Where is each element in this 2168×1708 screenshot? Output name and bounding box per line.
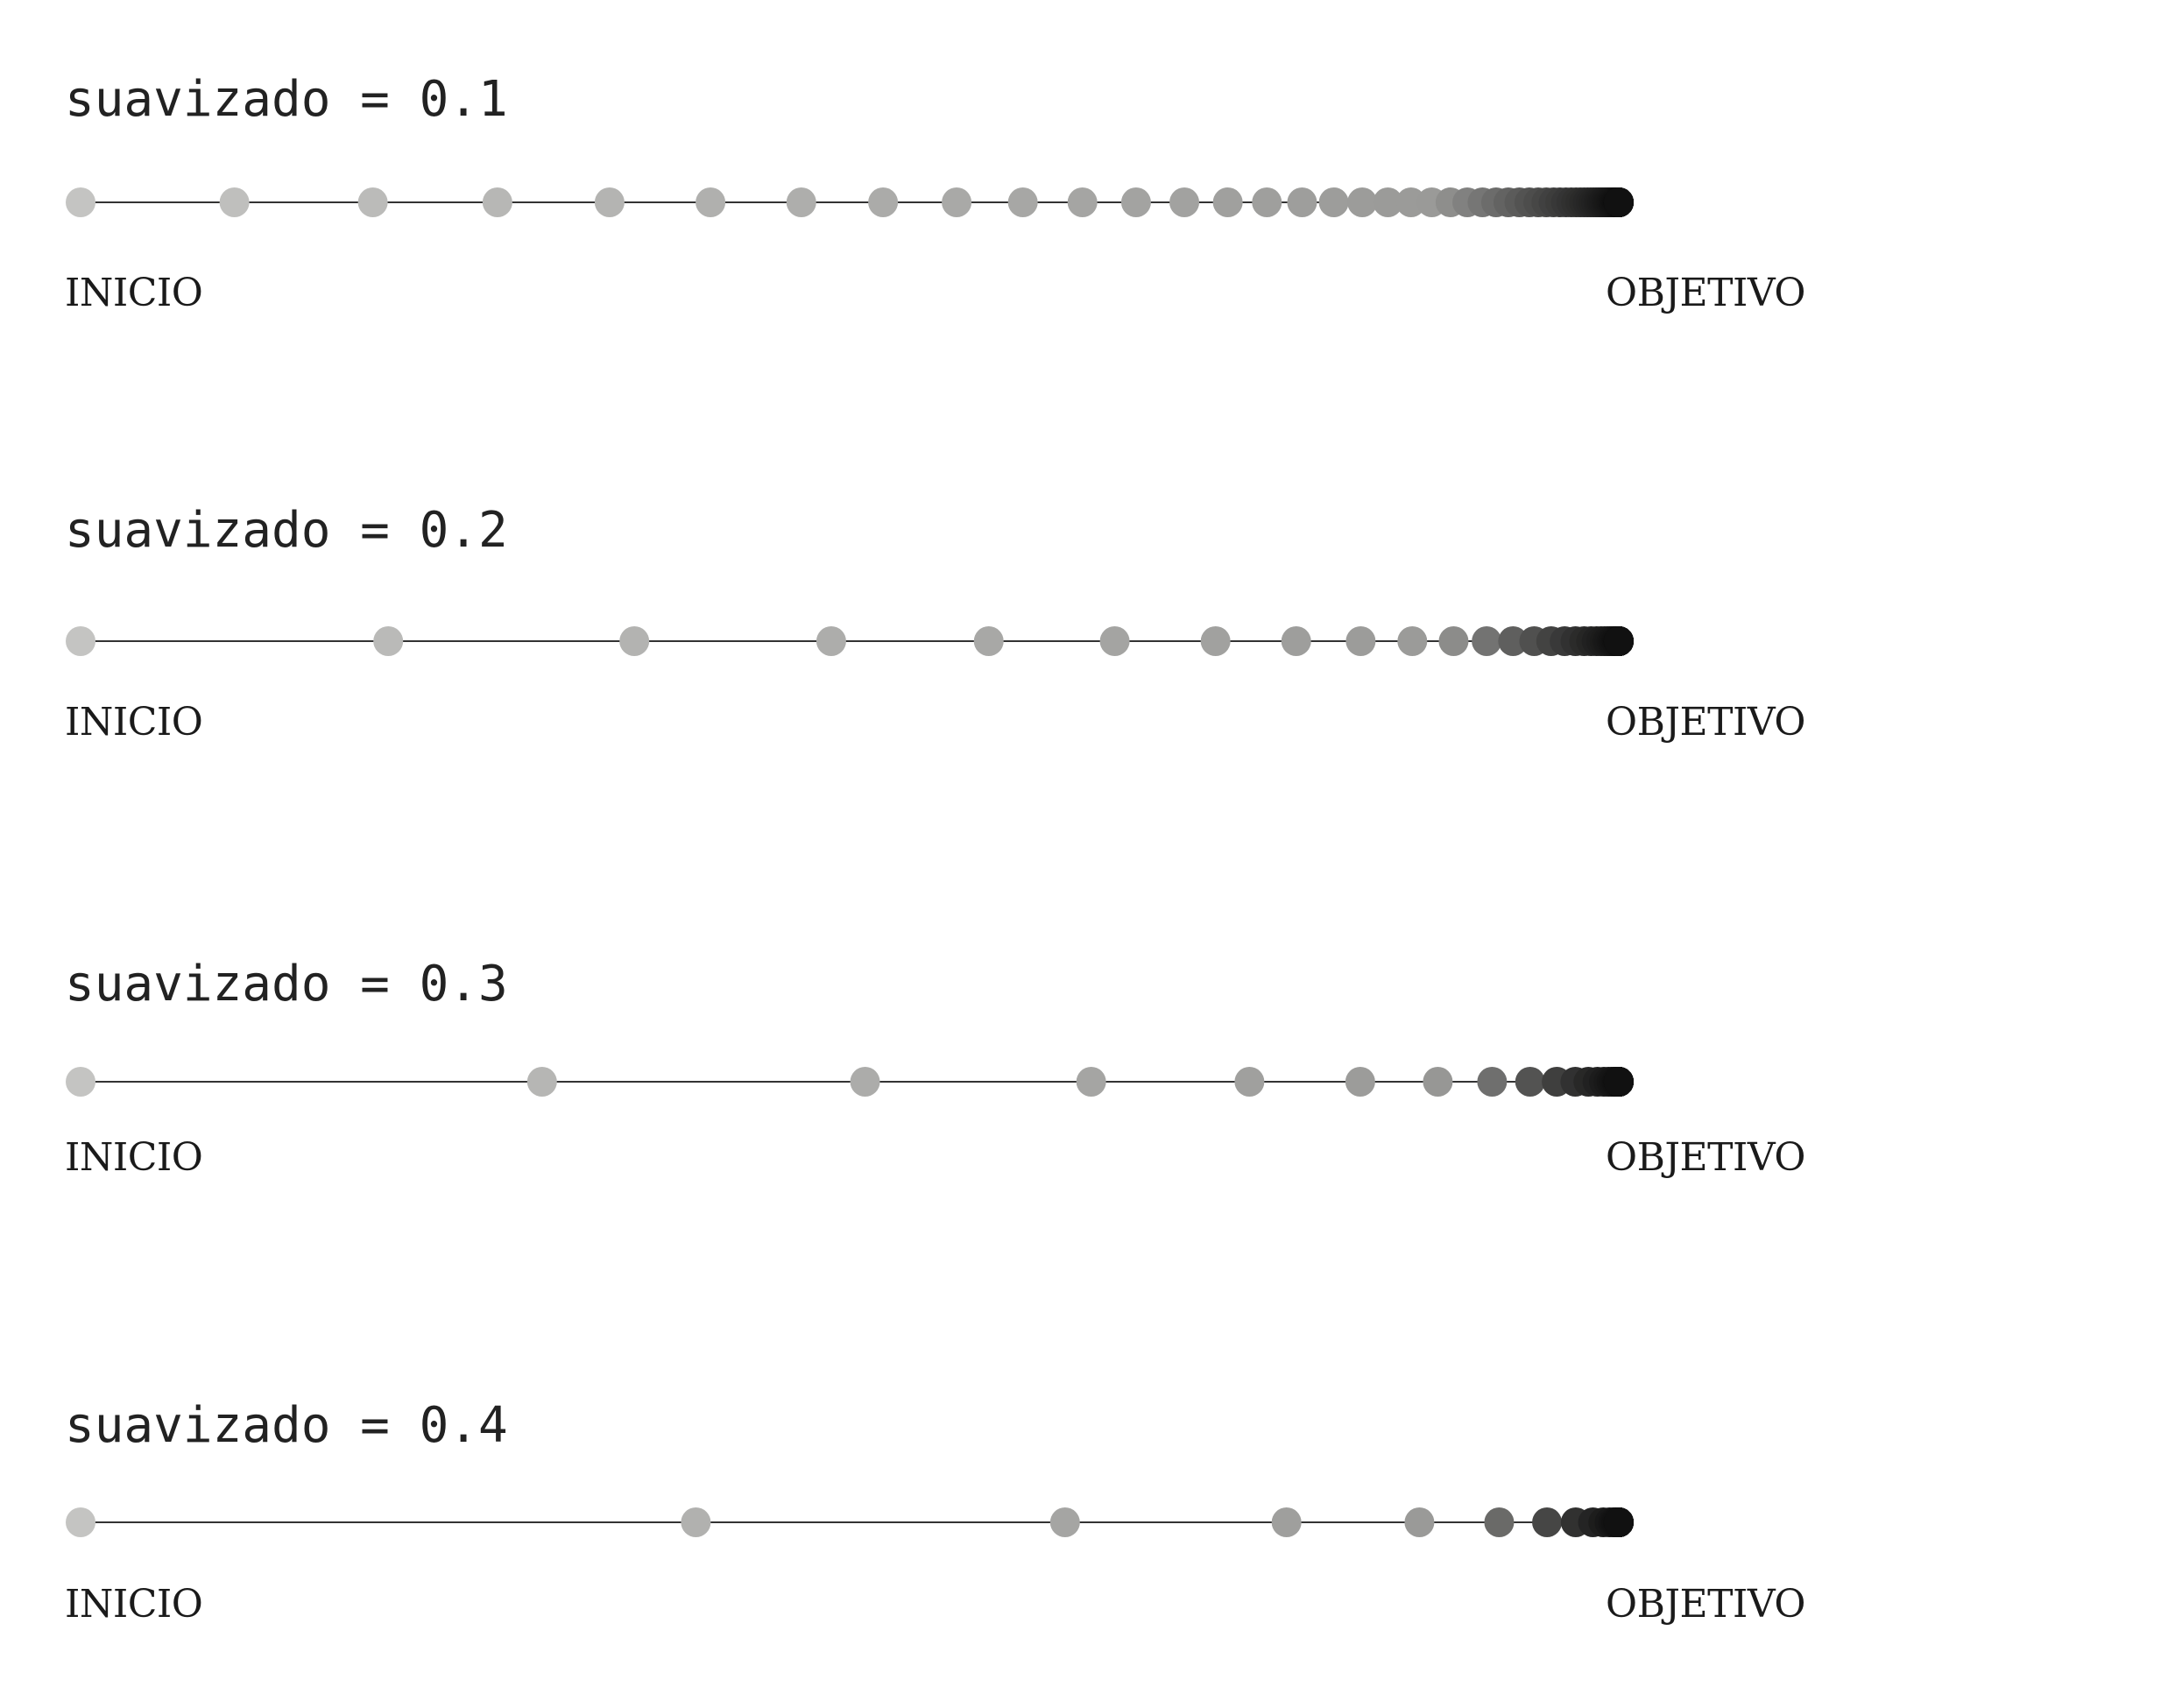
step-dot bbox=[1515, 1067, 1545, 1097]
step-dot bbox=[1212, 187, 1243, 217]
step-dot bbox=[973, 626, 1004, 656]
goal-label: OBJETIVO bbox=[1606, 700, 1805, 745]
step-dot bbox=[1049, 1507, 1080, 1537]
step-dot bbox=[66, 1507, 95, 1537]
step-dot bbox=[1067, 187, 1098, 217]
step-dot bbox=[66, 626, 95, 656]
start-label: INICIO bbox=[65, 1582, 203, 1627]
step-dot bbox=[1532, 1507, 1563, 1537]
step-dot bbox=[1099, 626, 1130, 656]
step-dot bbox=[1423, 1067, 1453, 1097]
step-dot bbox=[786, 187, 816, 217]
step-dot bbox=[1604, 626, 1634, 656]
step-dot bbox=[1345, 1067, 1375, 1097]
step-dot bbox=[1120, 187, 1151, 217]
panel-title: suavizado = 0.2 bbox=[65, 502, 508, 559]
step-dot bbox=[942, 187, 972, 217]
step-dot bbox=[1498, 626, 1529, 656]
step-dot bbox=[696, 187, 726, 217]
step-dot bbox=[526, 1067, 557, 1097]
start-label: INICIO bbox=[65, 700, 203, 745]
step-dot bbox=[1397, 626, 1428, 656]
step-dot bbox=[594, 187, 625, 217]
panel-title: suavizado = 0.4 bbox=[65, 1397, 508, 1454]
step-dot bbox=[1252, 187, 1282, 217]
step-dot bbox=[66, 187, 95, 217]
smoothing-panel-3: suavizado = 0.4 INICIO OBJETIVO bbox=[0, 1314, 2168, 1682]
goal-label: OBJETIVO bbox=[1606, 1135, 1805, 1180]
step-dot bbox=[219, 187, 250, 217]
step-dot bbox=[1604, 1067, 1634, 1097]
start-label: INICIO bbox=[65, 271, 203, 315]
step-dot bbox=[868, 187, 899, 217]
smoothing-track bbox=[66, 1507, 1634, 1537]
step-dot bbox=[357, 187, 388, 217]
step-dot bbox=[619, 626, 650, 656]
step-dot bbox=[1287, 187, 1317, 217]
smoothing-panel-1: suavizado = 0.2 INICIO OBJETIVO bbox=[0, 429, 2168, 797]
goal-label: OBJETIVO bbox=[1606, 1582, 1805, 1627]
step-dot bbox=[482, 187, 512, 217]
step-dot bbox=[1271, 1507, 1302, 1537]
smoothing-track bbox=[66, 626, 1634, 656]
step-dot bbox=[1438, 626, 1469, 656]
step-dot bbox=[1281, 626, 1311, 656]
panel-title: suavizado = 0.1 bbox=[65, 71, 508, 128]
smoothing-panel-0: suavizado = 0.1 INICIO OBJETIVO bbox=[0, 0, 2168, 368]
step-dot bbox=[1345, 626, 1376, 656]
goal-label: OBJETIVO bbox=[1606, 271, 1805, 315]
smoothing-panel-2: suavizado = 0.3 INICIO OBJETIVO bbox=[0, 876, 2168, 1244]
panel-title: suavizado = 0.3 bbox=[65, 956, 508, 1013]
step-dot bbox=[1604, 1507, 1634, 1537]
step-dot bbox=[1373, 187, 1403, 217]
step-dot bbox=[1347, 187, 1378, 217]
start-label: INICIO bbox=[65, 1135, 203, 1180]
step-dot bbox=[850, 1067, 880, 1097]
step-dot bbox=[1395, 187, 1426, 217]
step-dot bbox=[1477, 1067, 1508, 1097]
step-dot bbox=[1318, 187, 1349, 217]
step-dot bbox=[1404, 1507, 1435, 1537]
smoothing-track bbox=[66, 187, 1634, 217]
step-dot bbox=[1472, 626, 1502, 656]
step-dot bbox=[66, 1067, 95, 1097]
smoothing-track bbox=[66, 1067, 1634, 1097]
step-dot bbox=[816, 626, 846, 656]
step-dot bbox=[1604, 187, 1634, 217]
step-dot bbox=[373, 626, 404, 656]
step-dot bbox=[1169, 187, 1200, 217]
step-dot bbox=[681, 1507, 711, 1537]
step-dot bbox=[1234, 1067, 1265, 1097]
step-dot bbox=[1200, 626, 1231, 656]
step-dot bbox=[1076, 1067, 1106, 1097]
step-dot bbox=[1007, 187, 1038, 217]
step-dot bbox=[1484, 1507, 1515, 1537]
